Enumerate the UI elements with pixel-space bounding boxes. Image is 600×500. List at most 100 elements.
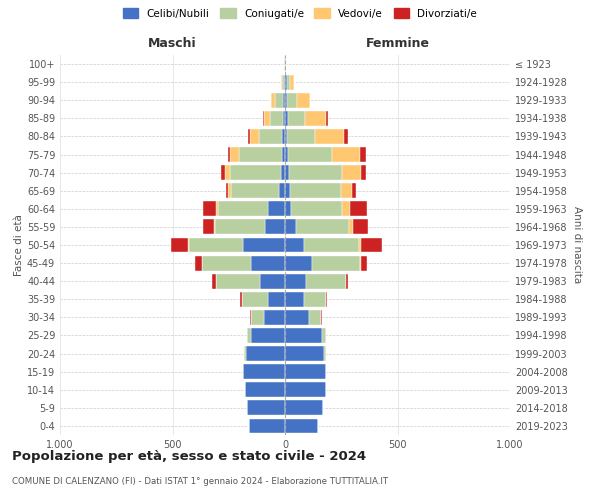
Bar [212, 274, 217, 288]
Bar [285, 129, 287, 144]
Bar [352, 184, 356, 198]
Bar [216, 202, 218, 216]
Bar [350, 202, 367, 216]
Bar [268, 292, 285, 306]
Bar [292, 202, 342, 216]
Bar [248, 129, 250, 144]
Bar [283, 111, 285, 126]
Bar [285, 74, 287, 90]
Bar [285, 418, 317, 434]
Bar [251, 310, 263, 325]
Bar [285, 93, 287, 108]
Bar [359, 238, 361, 252]
Bar [290, 74, 293, 90]
Bar [280, 184, 285, 198]
Bar [241, 292, 242, 306]
Bar [285, 147, 288, 162]
Bar [259, 129, 283, 144]
Bar [325, 364, 326, 379]
Bar [346, 274, 349, 288]
Bar [217, 274, 260, 288]
Bar [271, 93, 275, 108]
Bar [285, 256, 312, 270]
Text: Popolazione per età, sesso e stato civile - 2024: Popolazione per età, sesso e stato civil… [12, 450, 366, 463]
Bar [285, 310, 308, 325]
Bar [260, 274, 285, 288]
Bar [298, 93, 310, 108]
Bar [247, 400, 285, 415]
Bar [250, 129, 259, 144]
Bar [285, 400, 323, 415]
Bar [285, 328, 322, 343]
Bar [360, 147, 366, 162]
Bar [244, 346, 245, 361]
Bar [283, 93, 285, 108]
Bar [247, 328, 251, 343]
Bar [285, 364, 325, 379]
Bar [325, 292, 328, 306]
Bar [322, 328, 326, 343]
Bar [221, 165, 225, 180]
Bar [242, 292, 268, 306]
Bar [215, 220, 265, 234]
Bar [225, 165, 230, 180]
Bar [285, 238, 304, 252]
Bar [285, 382, 325, 397]
Bar [288, 111, 305, 126]
Bar [287, 74, 290, 90]
Bar [343, 129, 347, 144]
Bar [316, 129, 343, 144]
Bar [285, 292, 304, 306]
Bar [282, 74, 284, 90]
Bar [287, 93, 298, 108]
Bar [249, 418, 285, 434]
Bar [203, 220, 214, 234]
Bar [250, 310, 251, 325]
Bar [281, 74, 282, 90]
Bar [285, 165, 289, 180]
Bar [275, 93, 283, 108]
Bar [251, 256, 285, 270]
Text: COMUNE DI CALENZANO (FI) - Dati ISTAT 1° gennaio 2024 - Elaborazione TUTTITALIA.: COMUNE DI CALENZANO (FI) - Dati ISTAT 1°… [12, 478, 388, 486]
Bar [326, 111, 328, 126]
Bar [245, 382, 285, 397]
Bar [285, 274, 307, 288]
Bar [263, 111, 264, 126]
Bar [188, 238, 190, 252]
Bar [341, 184, 352, 198]
Bar [332, 147, 360, 162]
Bar [264, 111, 271, 126]
Bar [203, 202, 216, 216]
Bar [361, 238, 382, 252]
Bar [244, 364, 285, 379]
Bar [251, 328, 285, 343]
Bar [342, 202, 350, 216]
Bar [308, 310, 321, 325]
Bar [190, 238, 244, 252]
Bar [285, 346, 325, 361]
Bar [353, 220, 368, 234]
Bar [361, 256, 367, 270]
Bar [288, 147, 332, 162]
Bar [285, 202, 292, 216]
Bar [285, 184, 290, 198]
Bar [304, 292, 325, 306]
Bar [361, 165, 366, 180]
Bar [230, 165, 281, 180]
Bar [218, 202, 268, 216]
Legend: Celibi/Nubili, Coniugati/e, Vedovi/e, Divorziati/e: Celibi/Nubili, Coniugati/e, Vedovi/e, Di… [119, 5, 481, 21]
Bar [230, 147, 239, 162]
Bar [289, 165, 342, 180]
Bar [271, 111, 283, 126]
Bar [325, 346, 326, 361]
Bar [285, 111, 288, 126]
Bar [263, 310, 285, 325]
Bar [284, 74, 285, 90]
Bar [285, 220, 296, 234]
Bar [268, 202, 285, 216]
Bar [290, 184, 341, 198]
Text: Femmine: Femmine [365, 36, 430, 50]
Y-axis label: Fasce di età: Fasce di età [14, 214, 24, 276]
Bar [214, 220, 215, 234]
Bar [170, 238, 188, 252]
